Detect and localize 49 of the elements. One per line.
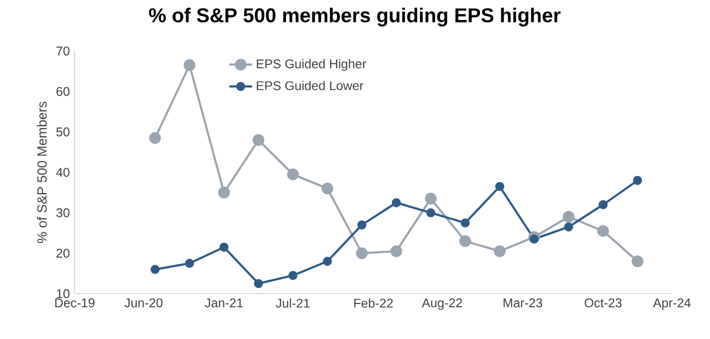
- point: [184, 59, 196, 72]
- point: [150, 264, 160, 274]
- x-tick-label: Aug-22: [422, 298, 462, 310]
- point: [357, 220, 366, 230]
- point: [494, 245, 506, 258]
- x-tick-label: Dec-19: [55, 298, 94, 308]
- point: [633, 176, 642, 185]
- point: [287, 168, 299, 180]
- y-axis-title: % of S&P 500 Members: [36, 102, 47, 243]
- y-tick-label: 50: [56, 127, 70, 136]
- point: [426, 208, 436, 218]
- y-tick-label: 40: [56, 168, 70, 177]
- point: [597, 225, 609, 237]
- legend-label: EPS Guided Higher: [256, 59, 366, 71]
- x-tick-label: Jan-21: [204, 298, 243, 308]
- y-tick-label: 60: [56, 86, 70, 96]
- point: [149, 132, 161, 144]
- point: [390, 245, 402, 258]
- point: [530, 234, 539, 244]
- point: [460, 218, 470, 228]
- point: [424, 192, 437, 204]
- x-tick-label: Apr-24: [653, 298, 691, 310]
- chart-title: % of S&P 500 members guiding EPS higher: [149, 8, 561, 26]
- x-tick-label: Jun-20: [124, 298, 162, 308]
- x-tick-label: Jul-21: [276, 298, 310, 308]
- y-tick-label: 30: [56, 208, 70, 218]
- x-tick-label: Feb-22: [354, 298, 393, 308]
- y-tick-label: 70: [56, 46, 70, 56]
- x-tick-label: Oct-23: [584, 298, 622, 308]
- point: [598, 200, 608, 210]
- point: [322, 182, 334, 194]
- point: [459, 235, 472, 247]
- point: [218, 186, 230, 198]
- point: [562, 210, 574, 223]
- point: [392, 198, 401, 208]
- point: [252, 134, 264, 146]
- point: [322, 256, 332, 266]
- point: [564, 222, 574, 232]
- y-tick-label: 10: [56, 289, 70, 298]
- y-tick-label: 20: [56, 248, 70, 258]
- point: [288, 270, 298, 280]
- point: [254, 279, 263, 288]
- point: [356, 247, 368, 260]
- point: [185, 258, 194, 268]
- legend-label: EPS Guided Lower: [256, 80, 364, 90]
- x-tick-label: Mar-23: [504, 298, 542, 308]
- point: [219, 242, 229, 252]
- point: [495, 182, 504, 192]
- point: [632, 255, 644, 268]
